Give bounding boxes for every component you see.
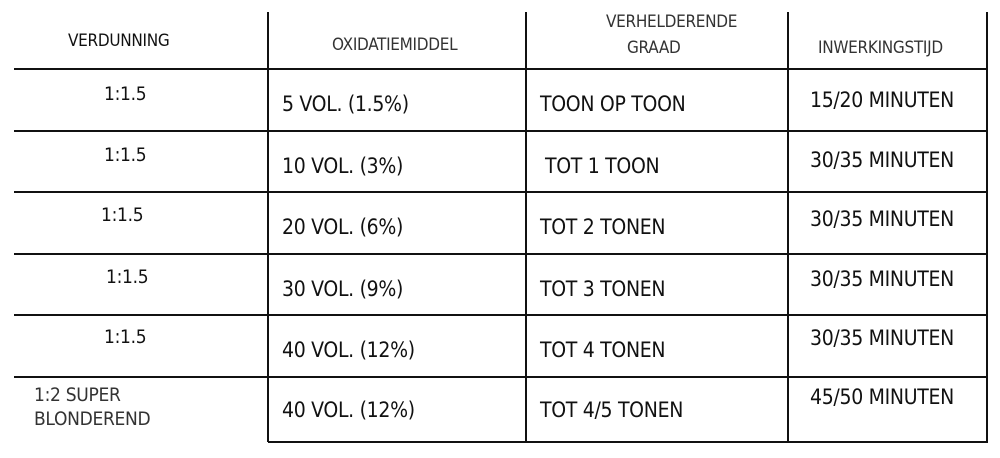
cell-dilution: 1:1.5	[104, 83, 147, 105]
grid-line	[14, 68, 988, 70]
grid-line	[14, 314, 988, 316]
cell-oxidizer: 20 VOL. (6%)	[282, 215, 404, 239]
header-oxidizer: OXIDATIEMIDDEL	[332, 35, 458, 55]
header-lift-line1: VERHELDERENDE	[606, 12, 738, 32]
cell-time: 15/20 MINUTEN	[810, 88, 954, 112]
cell-dilution: 1:1.5	[101, 204, 144, 226]
cell-time: 30/35 MINUTEN	[810, 267, 954, 291]
grid-line	[268, 441, 988, 443]
cell-dilution: 1:1.5	[104, 144, 147, 166]
cell-time: 30/35 MINUTEN	[810, 326, 954, 350]
grid-line	[14, 191, 988, 193]
cell-lift: TOT 1 TOON	[545, 154, 660, 178]
cell-dilution: 1:2 SUPER BLONDEREND	[34, 384, 254, 430]
cell-lift: TOT 4/5 TONEN	[540, 398, 684, 422]
header-dilution: VERDUNNING	[68, 31, 170, 51]
cell-oxidizer: 30 VOL. (9%)	[282, 277, 404, 301]
grid-line	[787, 12, 789, 442]
grid-line	[267, 12, 269, 442]
cell-dilution-line2: BLONDEREND	[34, 408, 151, 430]
cell-dilution-line1: 1:2 SUPER	[34, 384, 121, 406]
cell-lift: TOT 2 TONEN	[540, 215, 666, 239]
cell-oxidizer: 10 VOL. (3%)	[282, 154, 404, 178]
grid-line	[14, 376, 988, 378]
grid-line	[525, 12, 527, 442]
cell-dilution: 1:1.5	[106, 266, 149, 288]
grid-line	[14, 253, 988, 255]
cell-time: 30/35 MINUTEN	[810, 207, 954, 231]
header-time: INWERKINGSTIJD	[818, 38, 943, 58]
cell-lift: TOON OP TOON	[540, 92, 686, 116]
cell-lift: TOT 4 TONEN	[540, 338, 666, 362]
grid-line	[986, 12, 988, 442]
cell-oxidizer: 40 VOL. (12%)	[282, 398, 415, 422]
cell-dilution: 1:1.5	[104, 326, 147, 348]
cell-oxidizer: 40 VOL. (12%)	[282, 338, 415, 362]
cell-time: 30/35 MINUTEN	[810, 148, 954, 172]
grid-line	[14, 130, 988, 132]
header-lift-line2: GRAAD	[627, 38, 681, 58]
cell-time: 45/50 MINUTEN	[810, 385, 954, 409]
cell-oxidizer: 5 VOL. (1.5%)	[282, 92, 409, 116]
cell-lift: TOT 3 TONEN	[540, 277, 666, 301]
